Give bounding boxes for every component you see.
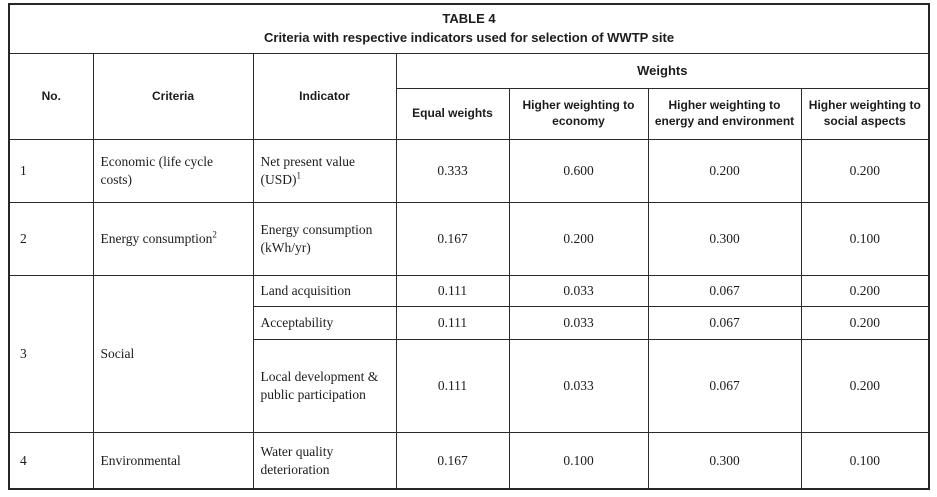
table-title-cell: TABLE 4 Criteria with respective indicat… xyxy=(8,3,930,54)
table-row-social-land: 3 Social Land acquisition 0.111 0.033 0.… xyxy=(8,275,930,433)
cell-weight-social: 0.200 xyxy=(800,306,930,340)
cell-criteria: Environmental xyxy=(92,432,254,490)
table-row-social-acceptability: Acceptability 0.111 0.033 0.067 0.200 xyxy=(9,306,930,340)
cell-indicator: Water quality deterioration xyxy=(252,432,397,490)
cell-weight-social: 0.200 xyxy=(800,139,930,203)
table-row-economic: 1 Economic (life cycle costs) Net presen… xyxy=(8,139,930,203)
col-header-no: No. xyxy=(8,53,94,140)
table-title-row: TABLE 4 Criteria with respective indicat… xyxy=(8,3,930,54)
col-header-equal-weights: Equal weights xyxy=(395,88,510,140)
cell-weight-equal: 0.167 xyxy=(395,432,510,490)
col-header-weighting-economy: Higher weighting to economy xyxy=(508,88,649,140)
cell-weight-energy-environment: 0.300 xyxy=(647,202,802,276)
cell-weight-energy-environment: 0.067 xyxy=(647,306,802,340)
indicator-text: Net present value (USD) xyxy=(260,154,355,187)
cell-weight-economy: 0.600 xyxy=(508,139,649,203)
cell-weight-social: 0.200 xyxy=(800,275,930,307)
cell-weight-economy: 0.100 xyxy=(508,432,649,490)
footnote-marker-1: 1 xyxy=(296,170,302,181)
cell-no: 4 xyxy=(8,432,94,490)
col-header-weighting-social: Higher weighting to social aspects xyxy=(800,88,930,140)
cell-weight-social: 0.100 xyxy=(800,432,930,490)
cell-weight-equal: 0.111 xyxy=(395,306,510,340)
criteria-text: Energy consumption xyxy=(100,231,213,247)
cell-indicator: Net present value (USD)1 xyxy=(252,139,397,203)
cell-no: 1 xyxy=(8,139,94,203)
cell-criteria: Economic (life cycle costs) xyxy=(92,139,254,203)
criteria-weights-table: TABLE 4 Criteria with respective indicat… xyxy=(8,3,931,490)
cell-weight-energy-environment: 0.067 xyxy=(647,339,802,433)
col-header-weights-group: Weights xyxy=(395,53,930,89)
cell-weight-equal: 0.111 xyxy=(395,339,510,433)
cell-weight-energy-environment: 0.300 xyxy=(647,432,802,490)
cell-weight-energy-environment: 0.200 xyxy=(647,139,802,203)
cell-no: 3 xyxy=(8,275,94,433)
cell-weight-economy: 0.033 xyxy=(508,339,649,433)
table-row-energy: 2 Energy consumption2 Energy consumption… xyxy=(8,202,930,276)
cell-weight-equal: 0.111 xyxy=(395,275,510,307)
col-header-indicator: Indicator xyxy=(252,53,397,140)
footnote-marker-2: 2 xyxy=(212,229,217,240)
cell-weight-economy: 0.033 xyxy=(508,306,649,340)
cell-indicator: Local development & public participation xyxy=(252,339,397,433)
cell-indicator: Acceptability xyxy=(252,306,397,340)
cell-weight-equal: 0.167 xyxy=(395,202,510,276)
cell-weight-social: 0.200 xyxy=(800,339,930,433)
cell-weight-social: 0.100 xyxy=(800,202,930,276)
cell-weight-energy-environment: 0.067 xyxy=(647,275,802,307)
header-row-weights: Equal weights Higher weighting to econom… xyxy=(9,88,930,140)
header-row-top: No. Criteria Indicator Weights xyxy=(8,53,930,140)
table-row-social-local-development: Local development & public participation… xyxy=(9,339,930,433)
cell-indicator: Energy consumption (kWh/yr) xyxy=(252,202,397,276)
cell-weight-economy: 0.033 xyxy=(508,275,649,307)
cell-indicator: Land acquisition xyxy=(252,275,397,307)
table-caption: Criteria with respective indicators used… xyxy=(264,30,675,45)
cell-weight-equal: 0.333 xyxy=(395,139,510,203)
table-number: TABLE 4 xyxy=(442,11,496,27)
cell-weight-economy: 0.200 xyxy=(508,202,649,276)
cell-criteria: Social xyxy=(92,275,254,433)
col-header-criteria: Criteria xyxy=(92,53,254,140)
cell-criteria: Energy consumption2 xyxy=(92,202,254,276)
table-row-environmental: 4 Environmental Water quality deteriorat… xyxy=(8,432,930,490)
cell-no: 2 xyxy=(8,202,94,276)
col-header-weighting-energy-environment: Higher weighting to energy and environme… xyxy=(647,88,802,140)
